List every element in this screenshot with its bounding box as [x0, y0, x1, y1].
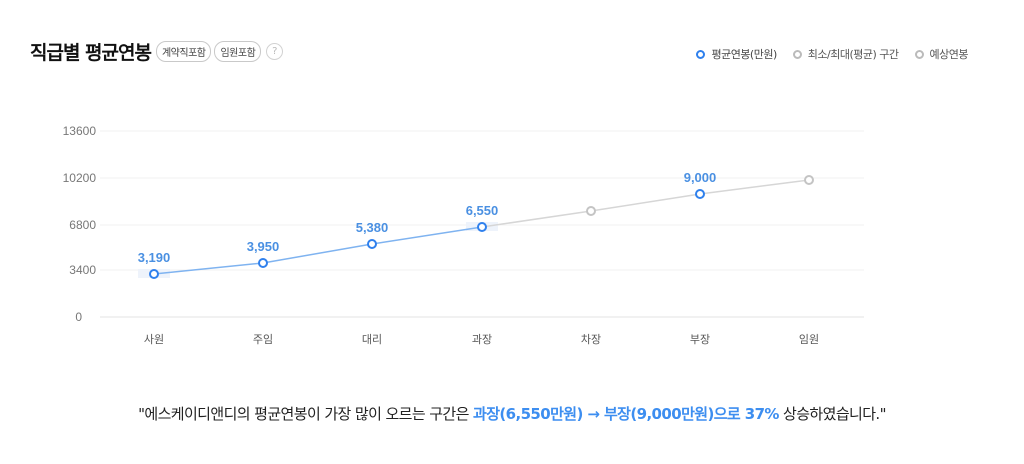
legend-label: 최소/최대(평균) 구간 — [807, 48, 899, 61]
legend-item-projected[interactable]: 예상연봉 — [914, 46, 969, 62]
data-point[interactable] — [695, 189, 705, 199]
summary-prefix: "에스케이디앤디의 평균연봉이 가장 많이 오르는 구간은 — [138, 405, 473, 423]
x-tick: 주임 — [253, 333, 273, 346]
x-tick: 임원 — [799, 333, 819, 346]
data-point[interactable] — [149, 269, 159, 279]
data-point[interactable] — [367, 239, 377, 249]
legend-label: 평균연봉(만원) — [711, 48, 777, 61]
legend-label: 예상연봉 — [929, 48, 969, 61]
data-point[interactable] — [477, 222, 487, 232]
x-axis: 사원 주임 대리 과장 차장 부장 임원 — [144, 333, 819, 346]
executive-included-chip[interactable]: 임원포함 — [214, 41, 262, 62]
x-tick: 대리 — [362, 333, 382, 346]
summary-text: "에스케이디앤디의 평균연봉이 가장 많이 오르는 구간은 과장(6,550만원… — [0, 403, 1024, 424]
y-axis: 13600 10200 6800 3400 0 — [63, 124, 97, 324]
circle-icon — [792, 49, 802, 59]
value-label: 5,380 — [356, 220, 389, 235]
value-label: 3,190 — [138, 250, 171, 265]
summary-highlight: 과장(6,550만원) → 부장(9,000만원)으로 37% — [473, 405, 779, 423]
data-point[interactable] — [258, 258, 268, 268]
value-label: 3,950 — [247, 239, 280, 254]
average-series: 3,190 3,950 5,380 6,550 9,000 — [138, 170, 717, 279]
projected-series — [481, 175, 814, 228]
legend-item-average[interactable]: 평균연봉(만원) — [696, 46, 777, 62]
line-chart: 13600 10200 6800 3400 0 3,190 3,950 5,38… — [63, 124, 864, 346]
x-tick: 부장 — [690, 333, 710, 346]
value-label: 9,000 — [684, 170, 717, 185]
x-tick: 차장 — [581, 333, 601, 346]
y-tick: 13600 — [63, 124, 97, 138]
page-title: 직급별 평균연봉 — [30, 42, 152, 64]
y-tick: 3400 — [69, 263, 96, 277]
data-point[interactable] — [586, 206, 596, 216]
data-point[interactable] — [804, 175, 814, 185]
help-icon[interactable]: ? — [266, 43, 284, 60]
chart-header: 직급별 평균연봉 계약직포함 임원포함 ? — [30, 38, 284, 65]
y-tick: 6800 — [69, 218, 96, 232]
circle-icon — [914, 49, 924, 59]
x-tick: 과장 — [472, 333, 492, 346]
summary-suffix: 상승하였습니다." — [778, 405, 886, 423]
circle-icon — [696, 49, 706, 59]
value-label: 6,550 — [466, 203, 499, 218]
y-tick: 0 — [75, 310, 82, 324]
x-tick: 사원 — [144, 333, 164, 346]
chart-legend: 평균연봉(만원) 최소/최대(평균) 구간 예상연봉 — [680, 46, 969, 62]
legend-item-range[interactable]: 최소/최대(평균) 구간 — [792, 46, 899, 62]
y-tick: 10200 — [63, 171, 97, 185]
contract-included-chip[interactable]: 계약직포함 — [155, 41, 212, 62]
grid — [100, 130, 864, 318]
